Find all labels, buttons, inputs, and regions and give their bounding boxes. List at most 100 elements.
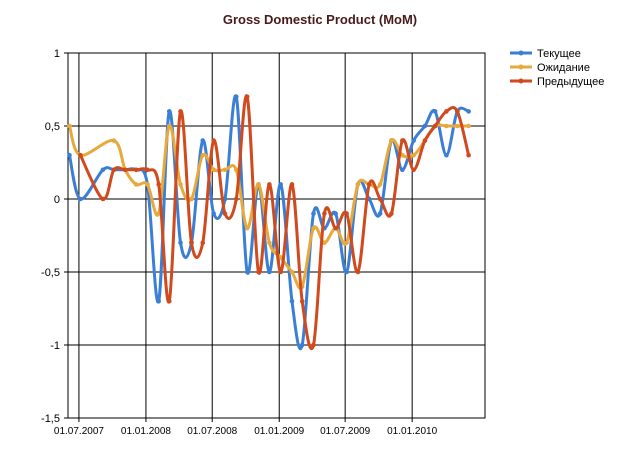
series-3-point: [389, 211, 394, 216]
series-3-point: [211, 138, 216, 143]
series-1-point: [333, 211, 338, 216]
series-lines: [67, 94, 471, 350]
series-3-point: [400, 138, 405, 143]
series-1-point: [100, 167, 106, 173]
series-3-point: [145, 167, 150, 173]
series-3-point: [122, 167, 128, 173]
series-2-point: [166, 123, 172, 129]
y-tick-label: 1: [54, 48, 60, 60]
series-1-point: [200, 138, 206, 143]
series-2-point: [322, 240, 327, 246]
series-2-point: [278, 255, 283, 260]
series-1-point: [78, 196, 83, 202]
series-1-point: [67, 152, 72, 158]
series-3-point: [189, 240, 194, 246]
x-tick-label: 01.07.2009: [320, 426, 370, 437]
y-tick-label: -1: [50, 340, 60, 352]
series-3-point: [344, 211, 349, 216]
y-tick-label: 0,5: [45, 121, 60, 133]
series-2-point: [111, 138, 117, 143]
series-2-point: [133, 182, 139, 187]
series-3-point: [422, 138, 428, 143]
series-3-point: [366, 182, 372, 187]
series-3-point: [278, 269, 283, 275]
series-1-point: [466, 109, 471, 114]
series-3-point: [233, 196, 239, 202]
legend-label: Предыдущее: [537, 76, 604, 88]
series-2-point: [233, 167, 239, 173]
series-1-point: [289, 298, 295, 304]
series-1-point: [278, 182, 283, 187]
series-2-point: [244, 225, 250, 231]
series-2-point: [355, 182, 361, 187]
series-1-point: [400, 167, 405, 173]
series-2-point: [311, 225, 316, 231]
y-tick-label: 0: [54, 194, 60, 206]
series-2-point: [256, 182, 261, 187]
series-1-point: [211, 211, 216, 216]
legend: Текущее Ожидание Предыдущее: [510, 48, 604, 88]
series-2-point: [178, 182, 183, 187]
series-3-point: [455, 109, 460, 114]
legend-item-2: Ожидание: [510, 62, 590, 74]
series-1: [67, 94, 471, 350]
series-1-point: [344, 269, 349, 275]
series-3-point: [222, 211, 228, 216]
series-1-line: [67, 94, 471, 350]
series-1-point: [377, 211, 383, 216]
x-tick-label: 01.07.2007: [54, 426, 104, 437]
series-3-point: [432, 123, 438, 129]
legend-item-1: Текущее: [510, 48, 581, 60]
series-3-point: [111, 167, 117, 173]
series-3-point: [355, 269, 361, 275]
series-3-point: [444, 109, 449, 114]
x-tick-label: 01.01.2008: [121, 426, 171, 437]
x-axis-ticks: 01.07.2007 01.01.2008 01.07.2008 01.01.2009…: [54, 418, 438, 437]
series-3-point: [133, 167, 139, 173]
series-1-point: [233, 94, 239, 100]
series-2-point: [411, 152, 416, 158]
series-2-point: [344, 240, 349, 246]
series-3-point: [411, 167, 416, 173]
series-2-point: [200, 152, 206, 158]
series-3-point: [333, 225, 338, 231]
series-1-point: [444, 152, 449, 158]
series-2-point: [444, 123, 449, 129]
series-3-point: [166, 298, 172, 304]
series-2-point: [222, 167, 228, 173]
series-2-point: [145, 182, 150, 187]
series-3-point: [466, 152, 471, 158]
series-1-point: [411, 138, 416, 143]
series-3-point: [267, 182, 272, 187]
series-1-point: [311, 211, 316, 216]
series-1-point: [267, 269, 272, 275]
series-2-point: [400, 152, 405, 158]
y-tick-label: -1,5: [41, 413, 60, 425]
series-3-point: [322, 211, 327, 216]
series-1-point: [178, 240, 183, 246]
series-3: [78, 94, 471, 350]
legend-marker: [518, 64, 524, 70]
legend-marker: [518, 50, 524, 56]
x-tick-label: 01.07.2008: [187, 426, 237, 437]
series-2-point: [211, 167, 216, 173]
series-1-point: [244, 269, 250, 275]
series-3-point: [289, 182, 295, 187]
series-2-point: [389, 138, 394, 143]
series-3-point: [200, 240, 206, 246]
series-3-point: [311, 342, 316, 348]
series-2-point: [377, 182, 383, 187]
series-1-point: [166, 109, 172, 114]
series-3-point: [244, 94, 250, 100]
series-1-point: [432, 109, 438, 114]
series-1-point: [299, 342, 305, 348]
series-2-point: [67, 123, 72, 129]
series-3-point: [299, 298, 305, 304]
x-tick-label: 01.01.2010: [387, 426, 437, 437]
y-tick-label: -0,5: [41, 267, 60, 279]
series-3-point: [377, 196, 383, 202]
legend-item-3: Предыдущее: [510, 76, 604, 88]
series-3-point: [178, 109, 183, 114]
series-3-point: [156, 182, 161, 187]
